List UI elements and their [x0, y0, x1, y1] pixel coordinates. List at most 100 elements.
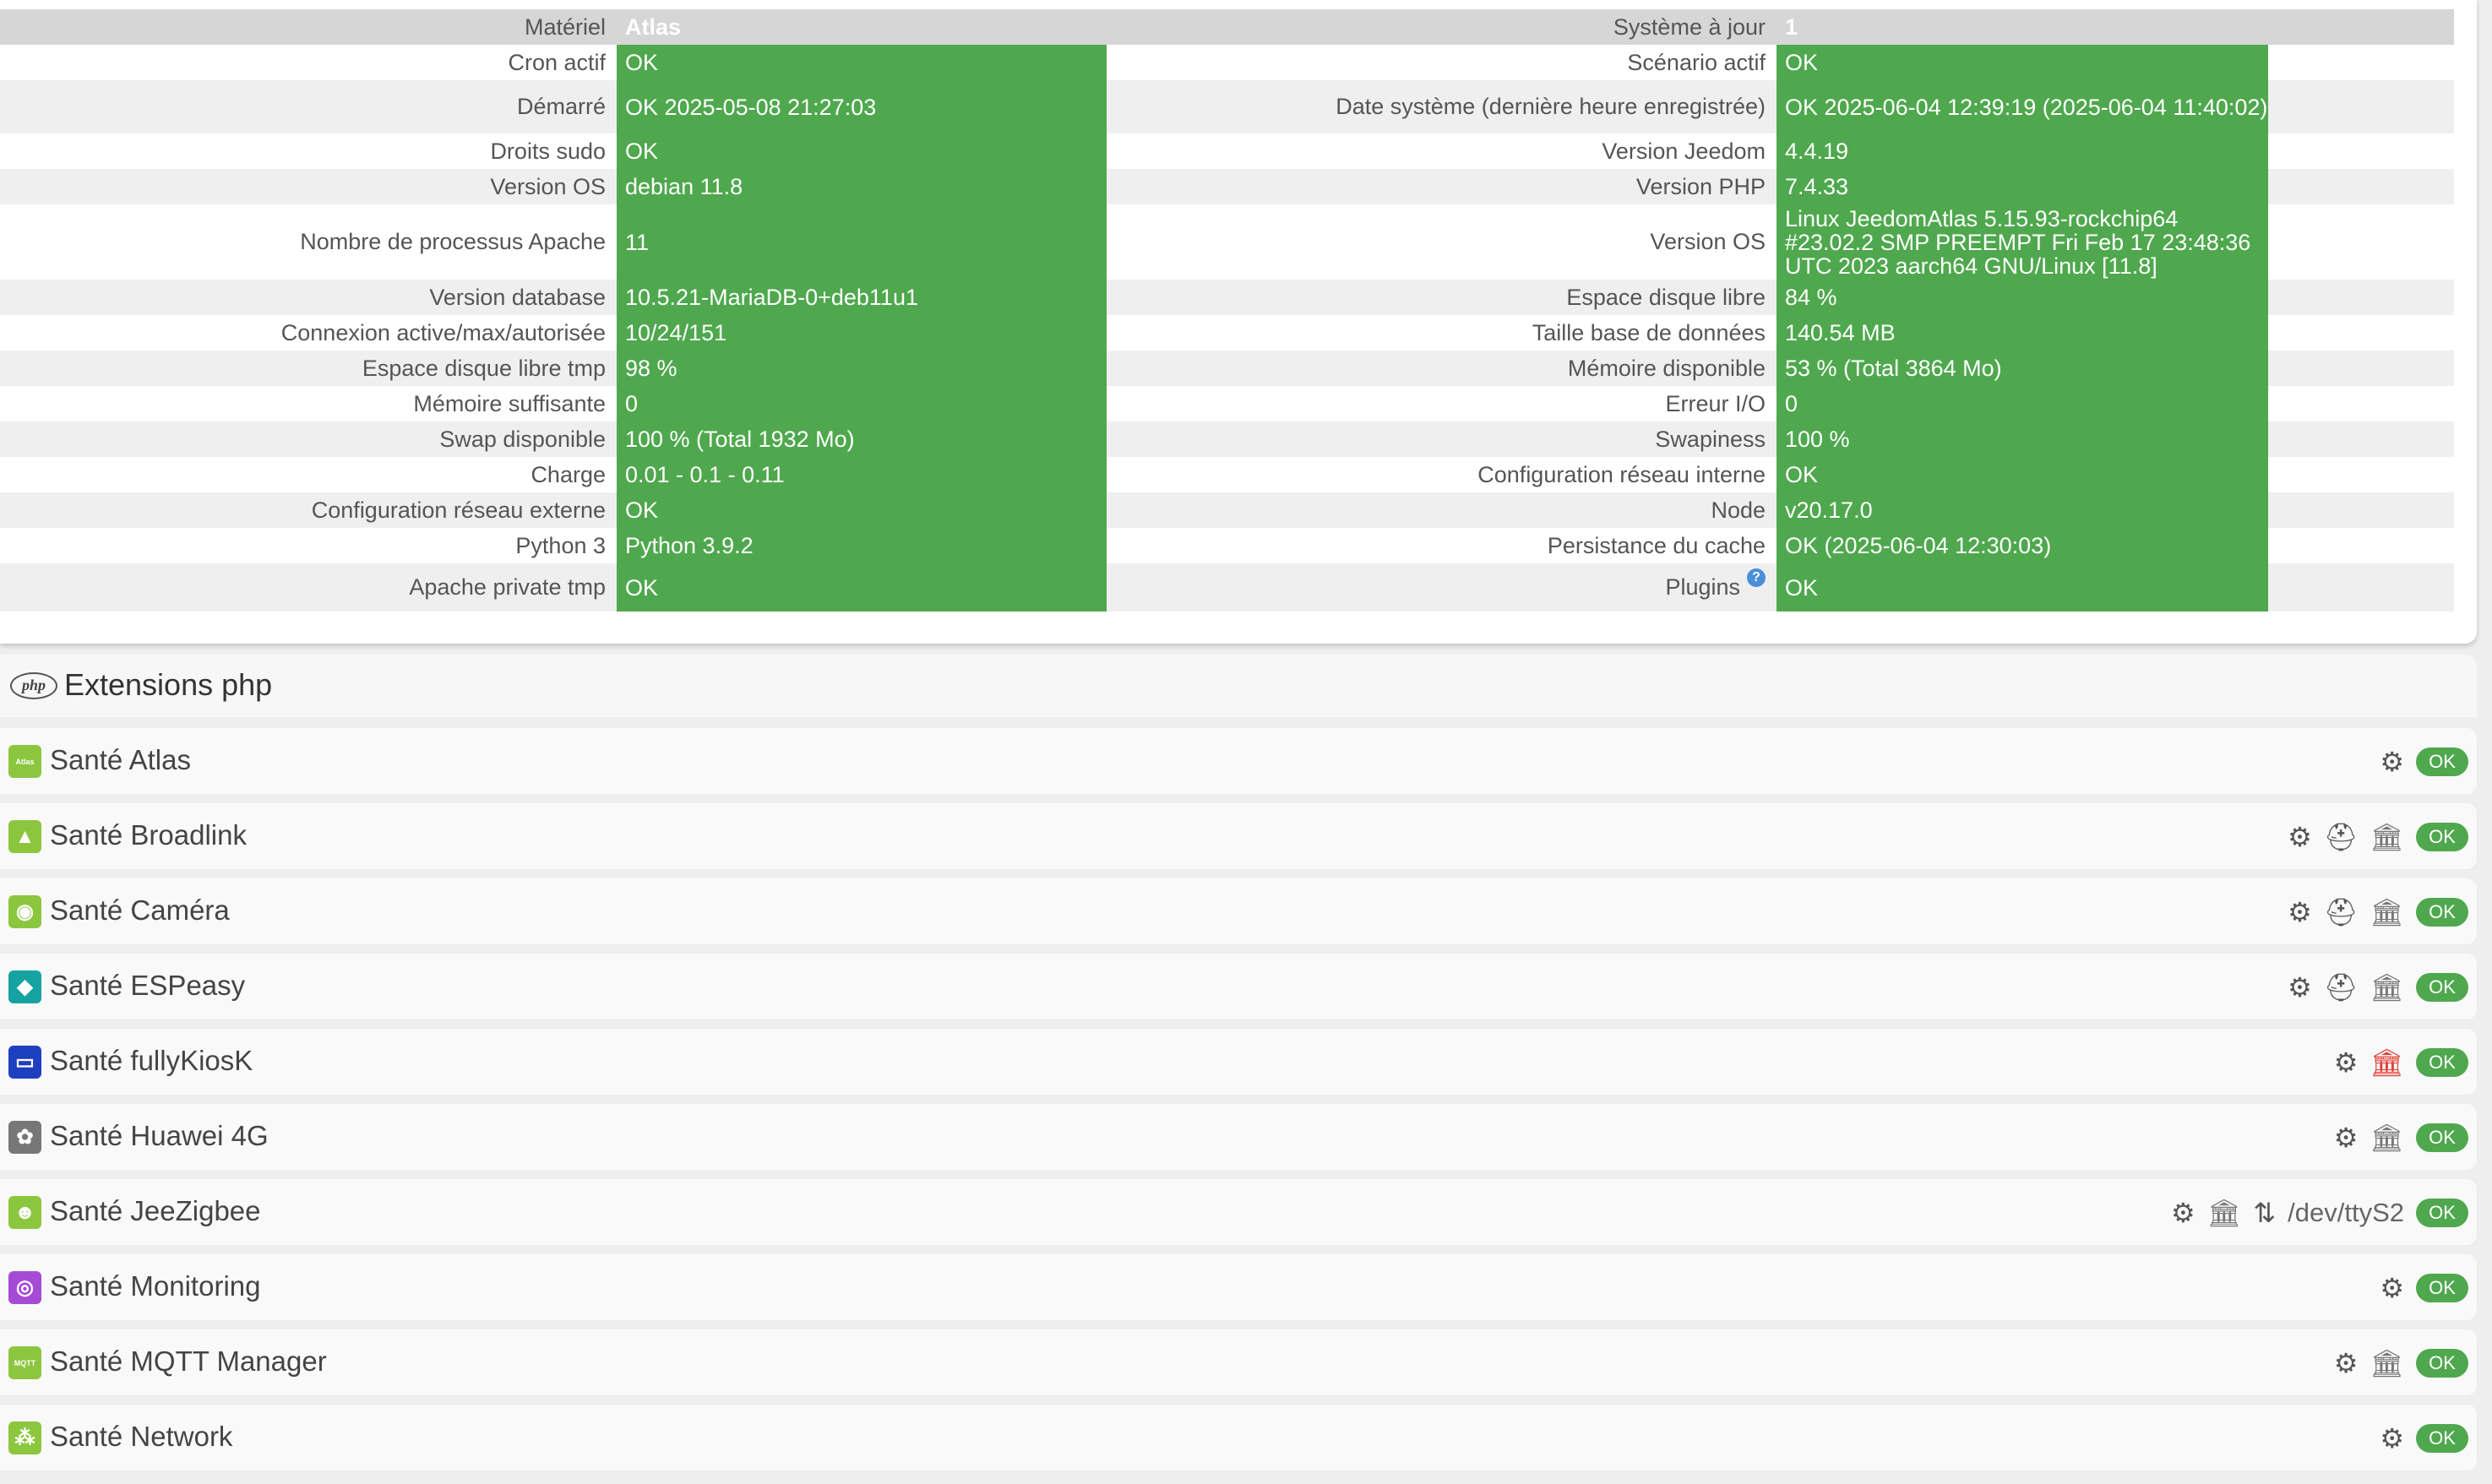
health-label: Espace disque libre — [1107, 285, 1777, 310]
health-label-text: Système à jour — [1613, 14, 1766, 40]
health-row: Cron actif OK Scénario actif OK — [0, 45, 2454, 80]
status-badge: OK — [2416, 1424, 2468, 1453]
plugin-row[interactable]: ◉ Santé Caméra ⚙ ⛑ 🏛 OK — [0, 878, 2477, 944]
health-value: 1 — [1785, 14, 1798, 40]
health-label-text: Swapiness — [1655, 426, 1766, 452]
health-label: Version database — [429, 284, 606, 310]
plugin-row[interactable]: ☻ Santé JeeZigbee ⚙ 🏛 ⇅ /dev/ttyS2 OK — [0, 1179, 2477, 1245]
help-icon[interactable]: ? — [1747, 568, 1766, 587]
health-label-text: Mémoire disponible — [1567, 355, 1766, 381]
health-label: Système à jour — [1107, 14, 1777, 40]
health-row: Charge 0.01 - 0.1 - 0.11 Configuration rés… — [0, 457, 2454, 492]
bank-icon[interactable]: 🏛 — [2370, 972, 2404, 1003]
health-label: Version Jeedom — [1107, 139, 1777, 164]
cogs-icon[interactable]: ⚙ — [2333, 1348, 2359, 1378]
status-badge: OK — [2416, 747, 2468, 776]
bank-icon[interactable]: 🏛 — [2370, 897, 2404, 927]
plugin-name: Santé Huawei 4G — [50, 1120, 269, 1151]
health-label-text: Configuration réseau interne — [1477, 461, 1766, 487]
cogs-icon[interactable]: ⚙ — [2288, 822, 2312, 852]
health-value: OK (2025-06-04 12:30:03) — [1777, 528, 2268, 563]
plugin-name: Santé ESPeasy — [50, 970, 246, 1001]
plugin-name: Santé Atlas — [50, 744, 191, 775]
cogs-icon[interactable]: ⚙ — [2288, 897, 2312, 927]
medkit-icon[interactable]: ⛑ — [2323, 822, 2359, 852]
plugin-row[interactable]: Atlas Santé Atlas ⚙ OK — [0, 728, 2477, 794]
health-value: 0 — [1777, 386, 2268, 421]
status-badge: OK — [2416, 898, 2468, 927]
plugin-row[interactable]: ▲ Santé Broadlink ⚙ ⛑ 🏛 OK — [0, 803, 2477, 869]
health-label: Python 3 — [515, 532, 606, 558]
health-label: Connexion active/max/autorisée — [280, 319, 606, 345]
espeasy-icon: ◆ — [8, 970, 41, 1003]
plugin-row[interactable]: ◆ Santé ESPeasy ⚙ ⛑ 🏛 OK — [0, 954, 2477, 1019]
cogs-icon[interactable]: ⚙ — [2333, 1047, 2359, 1078]
cogs-icon[interactable]: ⚙ — [2333, 1123, 2359, 1153]
cogs-icon[interactable]: ⚙ — [2288, 972, 2312, 1003]
plugin-row[interactable]: ✿ Santé Huawei 4G ⚙ 🏛 OK — [0, 1104, 2477, 1170]
health-label-text: Version OS — [1650, 229, 1766, 254]
bank-icon[interactable]: 🏛 — [2370, 1123, 2404, 1153]
plugin-name: Santé JeeZigbee — [50, 1195, 261, 1226]
health-row: Apache private tmp OK Plugins? OK — [0, 563, 2454, 612]
plugin-actions: ⚙ 🏛 OK — [2334, 1121, 2468, 1155]
health-value: Atlas — [625, 14, 682, 40]
fullykiosk-icon: ▭ — [8, 1046, 41, 1079]
health-value: 140.54 MB — [1777, 315, 2268, 351]
plugin-row[interactable]: ▭ Santé fullyKiosK ⚙ 🏛 OK — [0, 1029, 2477, 1095]
health-value: OK — [617, 563, 1107, 612]
cogs-icon[interactable]: ⚙ — [2380, 1423, 2404, 1454]
plugin-row[interactable]: MQTT Santé MQTT Manager ⚙ 🏛 OK — [0, 1329, 2477, 1395]
health-value: 0.01 - 0.1 - 0.11 — [617, 457, 1107, 492]
bank-icon[interactable]: 🏛 — [2370, 1047, 2404, 1078]
status-badge: OK — [2416, 823, 2468, 851]
sort-icon[interactable]: ⇅ — [2253, 1198, 2277, 1228]
health-label-text: Scénario actif — [1627, 49, 1766, 75]
plugin-name: Santé Network — [50, 1421, 233, 1452]
health-label: Nombre de processus Apache — [300, 229, 606, 254]
status-badge: OK — [2416, 1274, 2468, 1302]
health-label: Droits sudo — [490, 138, 606, 164]
status-badge: OK — [2416, 1048, 2468, 1077]
health-label: Swapiness — [1107, 427, 1777, 452]
health-label: Espace disque libre tmp — [362, 355, 606, 381]
cogs-icon[interactable]: ⚙ — [2171, 1198, 2195, 1228]
plugin-actions: ⚙ OK — [2380, 1421, 2468, 1455]
health-value: OK — [617, 133, 1107, 169]
plugin-row[interactable]: ◎ Santé Monitoring ⚙ OK — [0, 1254, 2477, 1320]
health-panel: Matériel Atlas Système à jour 1 Cron actif OK… — [0, 0, 2477, 644]
health-value: 7.4.33 — [1777, 169, 2268, 204]
plugin-name: Santé Monitoring — [50, 1270, 261, 1302]
plugin-actions: ⚙ 🏛 ⇅ /dev/ttyS2 OK — [2171, 1196, 2468, 1230]
health-row: Espace disque libre tmp 98 % Mémoire dispo… — [0, 351, 2454, 386]
health-label: Mémoire suffisante — [413, 390, 606, 416]
php-extensions-header[interactable]: php Extensions php — [0, 655, 2477, 717]
health-value: 10/24/151 — [617, 315, 1107, 351]
health-value: Linux JeedomAtlas 5.15.93-rockchip64 #23… — [1777, 204, 2268, 280]
health-value: 100 % (Total 1932 Mo) — [617, 421, 1107, 457]
health-value: OK — [1777, 563, 2268, 612]
plugin-row[interactable]: ⁂ Santé Network ⚙ OK — [0, 1405, 2477, 1470]
plugin-actions: ⚙ OK — [2380, 745, 2468, 779]
bank-icon[interactable]: 🏛 — [2370, 822, 2404, 852]
health-label-text: Plugins — [1665, 574, 1740, 600]
health-value: OK — [617, 492, 1107, 528]
health-value: 98 % — [617, 351, 1107, 386]
medkit-icon[interactable]: ⛑ — [2323, 897, 2359, 927]
medkit-icon[interactable]: ⛑ — [2323, 972, 2359, 1003]
section-title: Extensions php — [64, 667, 273, 702]
status-badge: OK — [2416, 1199, 2468, 1227]
health-label-text: Version Jeedom — [1602, 138, 1766, 164]
health-label: Charge — [531, 461, 606, 487]
health-label: Version PHP — [1107, 174, 1777, 199]
health-row: Nombre de processus Apache 11 Version OS Li… — [0, 204, 2454, 280]
cogs-icon[interactable]: ⚙ — [2380, 1273, 2404, 1303]
bank-icon[interactable]: 🏛 — [2370, 1348, 2404, 1378]
bank-icon[interactable]: 🏛 — [2206, 1198, 2242, 1228]
cogs-icon[interactable]: ⚙ — [2380, 747, 2404, 777]
health-row: Python 3 Python 3.9.2 Persistance du cache… — [0, 528, 2454, 563]
health-label-text: Date système (dernière heure enregistrée… — [1336, 94, 1766, 119]
network-icon: ⁂ — [8, 1421, 41, 1454]
health-row: Configuration réseau externe OK Node v20.17… — [0, 492, 2454, 528]
health-label: Configuration réseau externe — [311, 497, 606, 523]
